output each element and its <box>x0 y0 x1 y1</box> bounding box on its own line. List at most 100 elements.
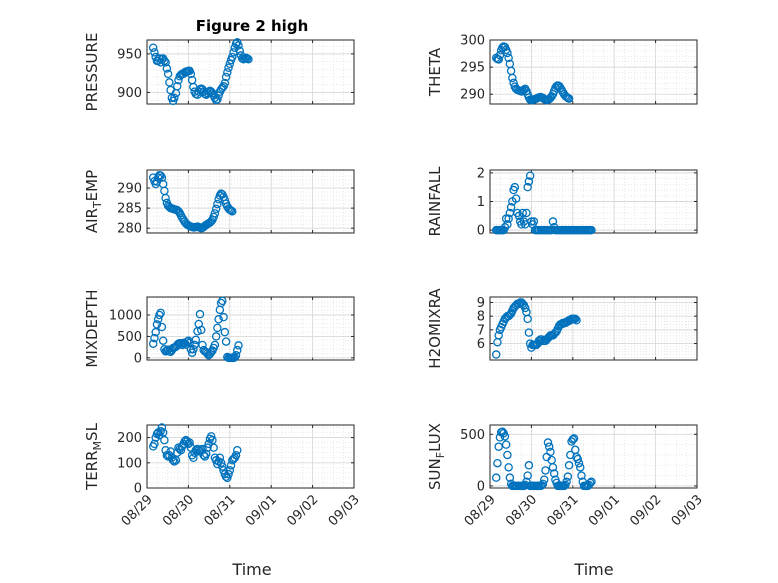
sun_flux-data-point <box>574 458 584 468</box>
pressure-data-point <box>148 43 158 52</box>
terr_msl-data-point <box>203 443 212 452</box>
rainfall-data-point <box>503 220 512 229</box>
pressure-data-point <box>172 82 182 91</box>
theta-y-tick-label: 300 <box>460 34 485 49</box>
mixdepth-data-point <box>156 308 165 318</box>
terr_msl-axes-frame <box>146 424 355 489</box>
air_temp-data-point <box>228 207 237 216</box>
terr_msl-data-point <box>221 472 231 481</box>
rainfall-data-point <box>525 171 535 180</box>
pressure-y-axis-label: PRESSURE <box>83 33 101 112</box>
mixdepth-data-point <box>211 332 221 341</box>
sun_flux-data-point <box>503 450 512 460</box>
air_temp-y-tick-label: 280 <box>117 222 142 237</box>
sun_flux-data-point <box>500 432 510 441</box>
terr_msl-data-point <box>223 473 232 483</box>
pressure-data-point <box>170 93 179 103</box>
air_temp-data-point <box>211 204 221 214</box>
terr_msl-x-tick-label: 09/03 <box>326 492 363 529</box>
pressure-data-point <box>220 78 230 88</box>
h2omixra-data-point <box>571 314 580 324</box>
terr_msl-data-point <box>201 449 211 459</box>
rainfall-data-point <box>511 194 521 203</box>
h2omixra-data-point <box>551 328 560 337</box>
h2omixra-data-point <box>505 310 515 320</box>
theta-axes: 290 295 300 THETA <box>426 34 698 105</box>
mixdepth-data-point <box>221 337 231 346</box>
mixdepth-data-point <box>214 315 223 324</box>
sun_flux-x-tick-label: 08/30 <box>503 492 540 529</box>
sun_flux-data-point <box>576 463 585 472</box>
air_temp-axes-frame <box>146 169 355 234</box>
rainfall-y-tick-label: 0 <box>477 224 485 239</box>
sun_flux-x-tick-label: 09/03 <box>669 492 706 529</box>
terr_msl-data-point <box>206 432 216 441</box>
h2omixra-y-tick-label: 8 <box>477 310 485 325</box>
pressure-y-tick-label: 950 <box>117 47 142 62</box>
mixdepth-data-point <box>150 333 159 343</box>
terr_msl-data-point <box>193 444 202 454</box>
sun_flux-data-point <box>504 463 513 472</box>
sun_flux-data-point <box>548 463 558 472</box>
sun_flux-data-point <box>539 475 549 484</box>
mixdepth-data-point <box>189 345 198 354</box>
sun_flux-data-point <box>562 477 571 487</box>
sun_flux-data-point <box>568 435 578 444</box>
sun_flux-data-point <box>541 466 550 475</box>
sun_flux-x-tick-label: 09/02 <box>627 492 664 529</box>
sun_flux-data-point <box>538 479 548 489</box>
air_temp-y-axis-label: AIRTEMP <box>83 170 104 233</box>
h2omixra-data-point <box>494 331 503 340</box>
mixdepth-data-point <box>195 309 205 319</box>
pressure-data-point <box>224 63 233 73</box>
theta-y-axis-label: THETA <box>426 47 444 97</box>
terr_msl-data-point <box>225 466 235 475</box>
h2omixra-data-point <box>523 314 532 324</box>
terr_msl-x-tick-label: 08/29 <box>119 492 156 529</box>
terr_msl-data-point <box>231 450 241 460</box>
mixdepth-data-point <box>190 340 199 350</box>
mixdepth-axes-frame <box>146 296 355 361</box>
sun_flux-axes: 0 500 SUNFLUX 08/29 08/30 08/31 09/01 09/02 09/0… <box>426 423 706 529</box>
mixdepth-data-point <box>151 327 160 337</box>
terr_msl-x-tick-label: 09/01 <box>243 492 280 529</box>
theta-data-point <box>508 73 517 83</box>
terr_msl-data-point <box>216 458 226 468</box>
terr_msl-data-point <box>209 443 218 452</box>
sun_flux-data-point <box>587 477 596 487</box>
mixdepth-data-point <box>152 320 162 329</box>
mixdepth-data-point <box>234 341 243 350</box>
pressure-data-point <box>163 69 173 79</box>
rainfall-data-point <box>501 214 511 223</box>
rainfall-data-point <box>504 214 513 223</box>
h2omixra-data-point <box>532 340 541 350</box>
sun_flux-data-point <box>577 471 586 480</box>
mixdepth-data-point <box>191 335 201 345</box>
terr_msl-y-tick-label: 100 <box>117 456 142 471</box>
h2omixra-y-axis-label: H2OMIXRA <box>426 288 444 369</box>
rainfall-data-point <box>524 177 534 186</box>
mixdepth-data-point <box>148 339 158 348</box>
mixdepth-data-point <box>231 351 241 360</box>
sun_flux-data-point <box>559 481 569 491</box>
terr_msl-data-point <box>194 445 203 455</box>
theta-y-tick-label: 295 <box>460 61 485 76</box>
rainfall-data-point <box>529 217 539 226</box>
theta-data-point <box>503 48 512 58</box>
sun_flux-data-point <box>585 478 595 488</box>
terr_msl-data-point <box>160 435 169 445</box>
terr_msl-data-point <box>224 469 233 479</box>
mixdepth-data-point <box>218 296 227 306</box>
air_temp-data-point <box>209 212 218 222</box>
sun_flux-x-tick-label: 09/01 <box>586 492 623 529</box>
terr_msl-data-point <box>215 453 225 463</box>
air_temp-data-point <box>156 171 165 180</box>
sun_flux-x-tick-label: 08/29 <box>462 492 499 529</box>
rainfall-axes: 0 1 2 RAINFALL <box>426 166 698 239</box>
h2omixra-y-tick-label: 9 <box>477 296 485 311</box>
mixdepth-y-tick-label: 1000 <box>109 309 142 324</box>
h2omixra-axes-frame <box>489 296 698 361</box>
sun_flux-data-point <box>505 473 515 482</box>
